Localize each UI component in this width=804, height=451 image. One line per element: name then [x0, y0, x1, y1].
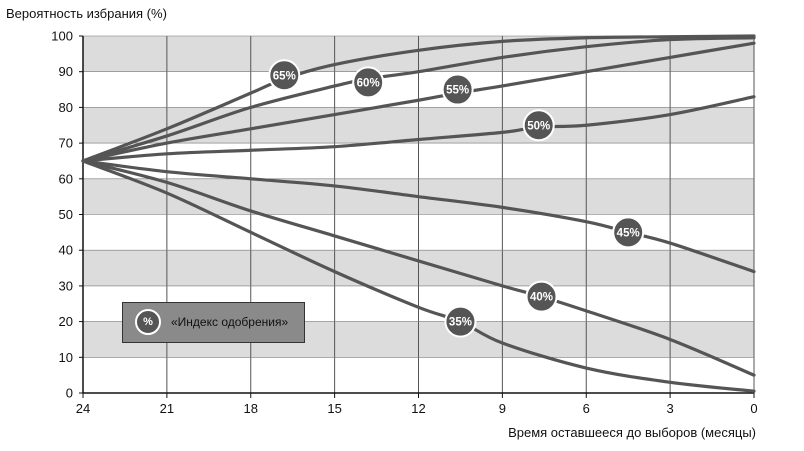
y-tick-label: 40 — [59, 243, 73, 258]
x-axis-label: Время оставшееся до выборов (месяцы) — [508, 425, 756, 440]
series-line-50 — [81, 95, 756, 163]
series-label-60: 60% — [357, 77, 380, 89]
series-line-55 — [81, 41, 756, 163]
series-line-60 — [81, 36, 756, 163]
legend: % «Индекс одобрения» — [122, 302, 305, 343]
series-label-35: 35% — [449, 317, 472, 329]
x-tick-label: 24 — [76, 401, 90, 416]
x-tick-label: 6 — [583, 401, 590, 416]
y-tick-label: 30 — [59, 278, 73, 293]
series-line-65 — [81, 34, 756, 163]
y-tick-label: 60 — [59, 171, 73, 186]
y-tick-label: 20 — [59, 314, 73, 329]
series-line-45 — [81, 159, 756, 274]
series-badge-65 — [268, 59, 301, 92]
x-tick-label: 3 — [667, 401, 674, 416]
series-badge-50 — [522, 109, 555, 142]
series-line-40 — [81, 159, 756, 377]
series-badge-40 — [525, 280, 558, 313]
y-tick-label: 80 — [59, 100, 73, 115]
series-badge-60 — [352, 66, 385, 99]
x-tick-label: 0 — [750, 401, 757, 416]
x-tick-label: 12 — [411, 401, 425, 416]
series-label-40: 40% — [530, 292, 553, 304]
series-badge-35 — [444, 305, 477, 338]
y-tick-label: 10 — [59, 350, 73, 365]
y-tick-label: 100 — [51, 29, 73, 44]
series-label-55: 55% — [446, 85, 469, 97]
legend-text: «Индекс одобрения» — [171, 315, 289, 329]
series-badge-45 — [612, 216, 645, 249]
x-tick-label: 18 — [244, 401, 258, 416]
y-tick-label: 70 — [59, 136, 73, 151]
legend-badge: % — [135, 309, 161, 335]
x-tick-label: 21 — [160, 401, 174, 416]
y-axis-label: Вероятность избрания (%) — [6, 6, 167, 21]
y-tick-label: 50 — [59, 207, 73, 222]
y-tick-label: 0 — [66, 386, 73, 401]
y-tick-label: 90 — [59, 64, 73, 79]
series-label-45: 45% — [617, 227, 640, 239]
x-tick-label: 15 — [327, 401, 341, 416]
series-label-50: 50% — [527, 120, 550, 132]
series-label-65: 65% — [273, 70, 296, 82]
x-tick-label: 9 — [499, 401, 506, 416]
series-badge-55 — [441, 73, 474, 106]
series-line-35 — [81, 159, 756, 393]
